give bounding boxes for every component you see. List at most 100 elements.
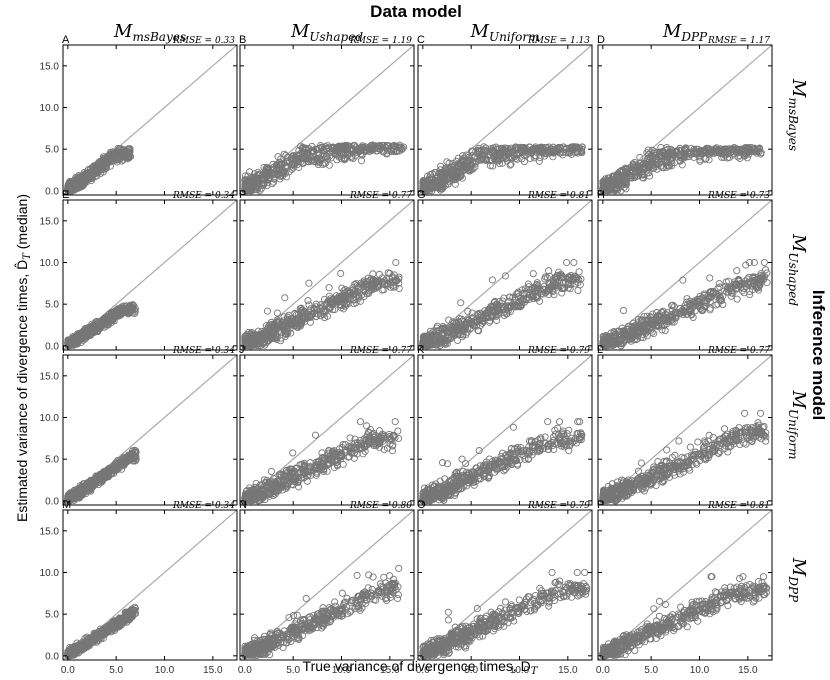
data-point — [504, 144, 512, 153]
data-point — [365, 146, 373, 154]
data-point — [721, 145, 729, 153]
data-point — [388, 147, 396, 155]
data-point — [545, 267, 553, 275]
data-point — [267, 329, 275, 337]
scatter-points — [241, 258, 403, 350]
panel-frame — [417, 199, 593, 351]
data-point — [648, 146, 656, 154]
data-point — [445, 178, 453, 186]
data-point — [484, 306, 492, 314]
row-header-subscript: DPP — [786, 575, 800, 603]
data-point — [383, 275, 391, 283]
data-point — [436, 183, 444, 191]
data-point — [530, 283, 538, 291]
data-point — [106, 314, 114, 322]
data-point — [500, 294, 508, 302]
data-point — [522, 151, 530, 159]
data-point — [724, 283, 732, 291]
data-point — [65, 494, 73, 502]
data-point — [369, 276, 377, 284]
data-point — [644, 316, 652, 324]
data-point — [520, 151, 528, 159]
data-point — [332, 144, 340, 152]
data-point — [376, 145, 384, 154]
data-point — [524, 285, 533, 293]
panel-letter: D — [597, 34, 605, 46]
data-point — [629, 319, 637, 327]
data-point — [505, 153, 513, 162]
data-point — [277, 337, 285, 345]
data-point — [474, 146, 482, 155]
column-header-subscript: msBayes — [132, 30, 186, 44]
data-point — [464, 161, 472, 169]
data-point — [676, 156, 684, 164]
column-header-0: MmsBayes — [113, 21, 186, 44]
data-point — [520, 143, 528, 152]
data-point — [254, 340, 262, 348]
data-point — [393, 147, 401, 155]
data-point — [744, 281, 752, 289]
data-point — [99, 157, 107, 165]
data-point — [751, 282, 759, 290]
data-point — [648, 154, 657, 162]
data-point — [272, 167, 280, 175]
y-tick-label: 15.0 — [40, 216, 60, 227]
column-header-base: M — [290, 21, 310, 42]
data-point — [383, 149, 391, 157]
column-header-base: M — [662, 21, 682, 42]
data-point — [697, 301, 705, 309]
data-point — [545, 291, 553, 299]
data-point — [291, 309, 299, 317]
data-point — [327, 299, 336, 307]
data-point — [706, 294, 714, 302]
data-point — [574, 287, 582, 295]
data-point — [358, 142, 367, 150]
data-point — [496, 305, 504, 313]
data-point — [270, 163, 278, 171]
data-point — [106, 152, 114, 160]
data-point — [243, 331, 251, 339]
data-point — [317, 143, 325, 151]
data-point — [482, 144, 490, 152]
data-point — [97, 474, 106, 482]
data-point — [639, 173, 647, 181]
y-axis-label-subscript: T — [22, 252, 33, 260]
data-point — [540, 285, 548, 293]
data-point — [476, 309, 484, 317]
data-point — [78, 491, 86, 499]
data-point — [475, 147, 483, 155]
column-header-base: M — [113, 21, 133, 42]
data-point — [285, 168, 293, 176]
data-point — [326, 304, 335, 312]
data-point — [375, 142, 383, 150]
data-point — [125, 154, 133, 162]
data-point — [280, 167, 289, 175]
data-point — [604, 174, 612, 182]
data-point — [104, 466, 112, 474]
y-tick-label: 15.0 — [40, 371, 60, 382]
data-point — [317, 301, 325, 309]
data-point — [505, 298, 513, 306]
data-point — [710, 288, 718, 296]
data-point — [575, 268, 583, 276]
data-point — [733, 295, 741, 303]
data-point — [466, 325, 474, 333]
data-point — [125, 304, 133, 313]
data-point — [120, 150, 129, 158]
panel-E: 0.05.010.015.0E RMSE = 0.34 — [40, 189, 238, 352]
data-point — [740, 147, 748, 155]
rmse-label: RMSE = 1.19 — [349, 36, 412, 46]
data-point — [324, 155, 332, 163]
data-point — [301, 315, 309, 323]
data-point — [312, 306, 320, 314]
data-point — [660, 156, 668, 164]
panel-J: J RMSE = 0.77 — [239, 344, 415, 506]
data-point — [657, 319, 665, 327]
data-point — [468, 147, 477, 155]
data-point — [698, 294, 706, 302]
data-point — [94, 165, 102, 173]
data-point — [604, 179, 612, 187]
data-point — [510, 301, 518, 309]
data-point — [363, 290, 371, 298]
data-point — [79, 330, 87, 339]
